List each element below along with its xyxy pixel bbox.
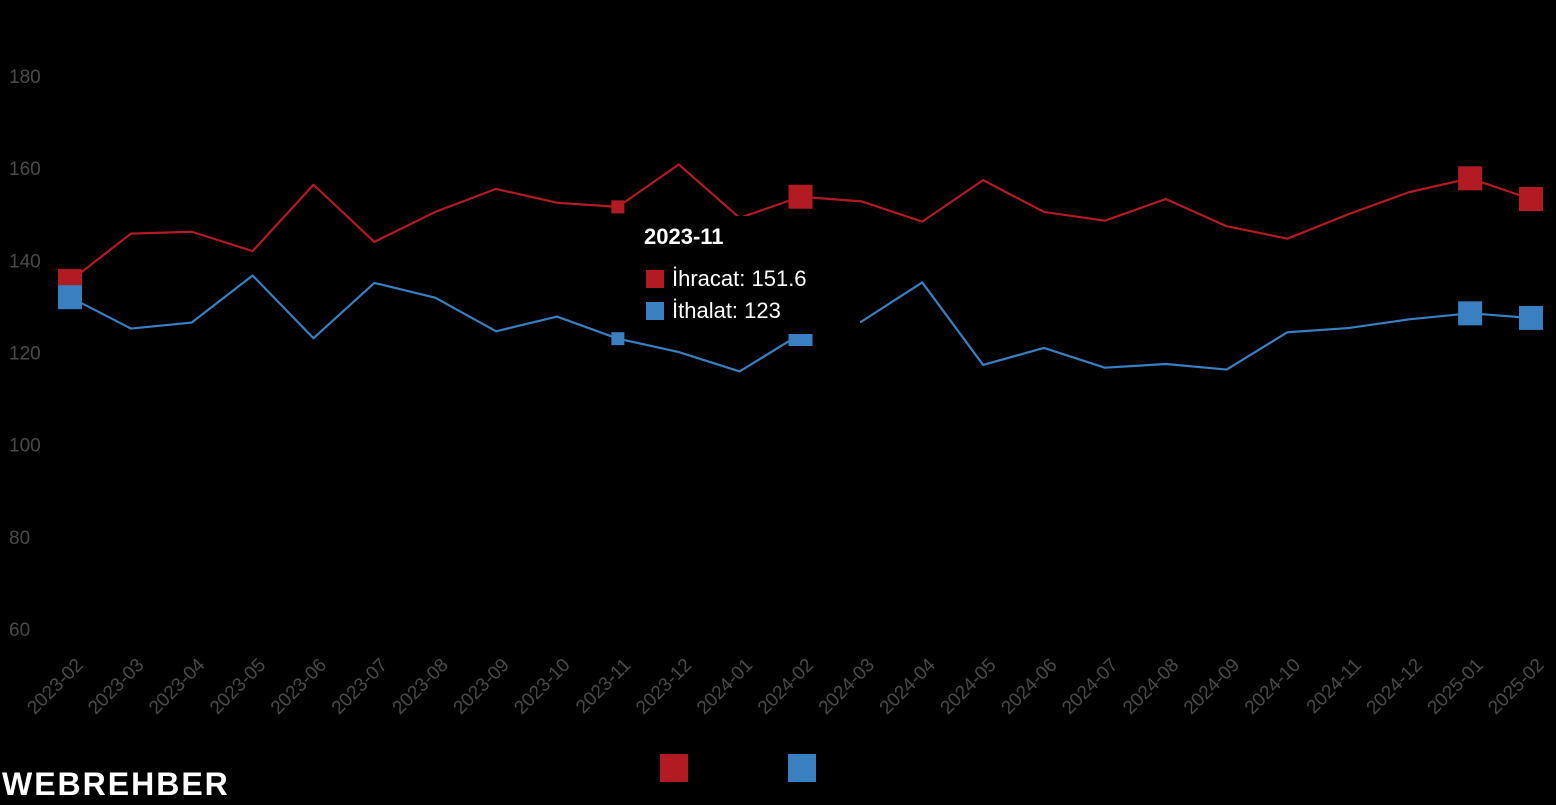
data-point-marker[interactable]	[611, 332, 625, 346]
ithalat-swatch	[646, 302, 664, 320]
x-tick-label: 2025-01	[1424, 655, 1488, 719]
data-point-marker[interactable]	[1519, 187, 1543, 212]
tooltip-title: 2023-11	[644, 224, 724, 249]
tooltip-row-ithalat: İthalat: 123	[646, 298, 781, 324]
x-tick-label: 2023-08	[389, 655, 453, 719]
x-tick-label: 2024-10	[1241, 655, 1305, 719]
legend-item-ithalat[interactable]: İthalat	[788, 754, 830, 803]
x-tick-label: 2024-08	[1119, 655, 1183, 719]
legend-item-ihracat[interactable]: İhracat	[660, 754, 736, 785]
x-tick-label: 2024-03	[815, 655, 879, 719]
x-tick-label: 2023-12	[632, 655, 696, 719]
data-point-marker[interactable]	[788, 184, 813, 209]
data-point-marker[interactable]	[1458, 301, 1483, 326]
legend-label-ihracat: İhracat	[692, 769, 736, 785]
y-tick-label: 60	[9, 620, 30, 641]
y-tick-label: 180	[9, 67, 41, 88]
x-tick-label: 2024-09	[1180, 655, 1244, 719]
x-tick-label: 2024-06	[997, 655, 1061, 719]
x-tick-label: 2024-05	[937, 655, 1001, 719]
tooltip-ihracat-text: İhracat: 151.6	[672, 266, 807, 291]
y-tick-label: 120	[9, 344, 41, 365]
x-tick-label: 2023-05	[206, 655, 270, 719]
x-tick-label: 2023-09	[450, 655, 514, 719]
legend-label-ithalat: İthalat	[788, 787, 827, 803]
x-tick-label: 2023-02	[23, 655, 87, 719]
x-tick-label: 2023-03	[84, 655, 148, 719]
x-tick-label: 2023-06	[267, 655, 331, 719]
x-tick-label: 2024-11	[1303, 655, 1366, 718]
y-tick-label: 80	[9, 528, 30, 549]
x-tick-label: 2024-02	[754, 655, 818, 719]
y-tick-label: 140	[9, 251, 41, 272]
y-tick-label: 100	[9, 436, 41, 457]
legend-swatch-ihracat	[660, 754, 688, 782]
x-tick-label: 2023-07	[328, 655, 392, 719]
tooltip-row-ihracat: İhracat: 151.6	[646, 266, 807, 292]
y-axis: 60 80 100 120 140 160 180	[9, 67, 41, 641]
hover-tooltip: 2023-11 İhracat: 151.6 İthalat: 123	[630, 216, 860, 334]
x-tick-label: 2024-12	[1363, 655, 1427, 719]
x-tick-label: 2023-04	[145, 654, 209, 718]
data-point-marker[interactable]	[1458, 166, 1483, 191]
x-tick-label: 2024-01	[693, 655, 757, 719]
x-tick-label: 2024-04	[876, 654, 940, 718]
series-layer	[58, 163, 1543, 373]
legend: İhracat İthalat	[660, 754, 830, 803]
x-tick-label: 2023-11	[572, 655, 635, 718]
x-tick-label: 2025-02	[1484, 655, 1548, 719]
data-point-marker[interactable]	[58, 285, 82, 310]
data-point-marker[interactable]	[1519, 305, 1543, 330]
tooltip-ithalat-text: İthalat: 123	[672, 298, 781, 323]
y-tick-label: 160	[9, 159, 41, 180]
ihracat-swatch	[646, 270, 664, 288]
logo: WEBREHBER	[2, 766, 230, 802]
legend-swatch-ithalat	[788, 754, 816, 782]
x-tick-label: 2023-10	[510, 655, 574, 719]
x-tick-label: 2024-07	[1058, 655, 1122, 719]
data-point-marker[interactable]	[611, 200, 625, 214]
x-axis: 2023-022023-032023-042023-052023-062023-…	[23, 654, 1548, 718]
